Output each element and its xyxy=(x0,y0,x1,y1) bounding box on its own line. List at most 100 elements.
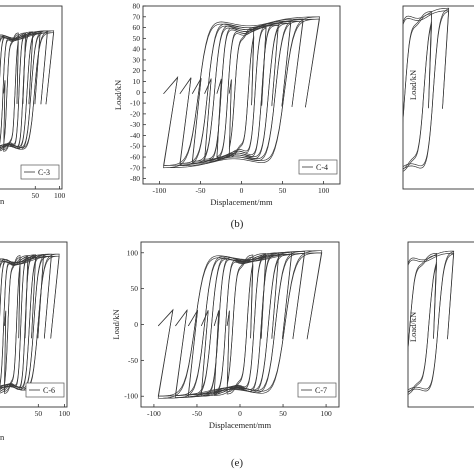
x-tick-label: 50 xyxy=(35,409,43,418)
plot-frame xyxy=(402,5,474,190)
hysteresis-loop xyxy=(226,254,254,395)
x-tick-label: 50 xyxy=(32,191,40,200)
x-tick-label: 100 xyxy=(59,409,71,418)
x-tick-label: 50 xyxy=(279,186,287,195)
x-axis-label: Displacement/mm xyxy=(209,420,272,430)
y-tick-label: 20 xyxy=(133,66,141,75)
legend-label: C-4 xyxy=(316,163,328,172)
x-tick-label: 0 xyxy=(238,409,242,418)
legend-box xyxy=(20,164,60,180)
hysteresis-loop xyxy=(179,20,304,164)
hysteresis-loop xyxy=(0,30,55,150)
plot-frame xyxy=(0,241,68,408)
hysteresis-loop xyxy=(0,254,37,392)
right-bottom-ylabel: Load/kN xyxy=(408,312,418,342)
hysteresis-loop xyxy=(157,250,323,399)
chart-C-3: 50 100 C-3 xyxy=(0,5,65,200)
hysteresis-loop xyxy=(228,29,255,156)
x-tick-label: -100 xyxy=(153,186,167,195)
right-top-ylabel: Load/kN xyxy=(408,70,418,100)
hysteresis-loop xyxy=(163,16,320,169)
loops-C-7 xyxy=(157,250,323,399)
y-axis-label: Load/kN xyxy=(111,309,121,339)
legend-label: C-6 xyxy=(43,386,55,395)
chart-C-6: 50 100 C-6 xyxy=(0,241,71,418)
hysteresis-loop xyxy=(175,251,306,398)
x-tick-label: 50 xyxy=(279,409,287,418)
x-tick-label: 100 xyxy=(318,186,330,195)
left-top-unit-fragment: n xyxy=(0,196,5,206)
y-tick-label: -100 xyxy=(124,392,138,401)
y-tick-label: 50 xyxy=(133,34,141,43)
chart-C-5 xyxy=(402,5,474,190)
hysteresis-loop xyxy=(403,10,450,168)
legend-box xyxy=(297,382,337,398)
plot-frame xyxy=(0,5,63,190)
hysteresis-loop xyxy=(408,250,455,393)
x-tick-label: -100 xyxy=(147,409,161,418)
hysteresis-loop xyxy=(228,27,255,158)
chart-C-7: -100 -50 0 50 100 -100 -50 0 50 100 Displacement/m… xyxy=(111,241,340,430)
loops-C-6 xyxy=(0,253,60,394)
panel-label-b: (b) xyxy=(231,218,244,230)
y-tick-label: 10 xyxy=(133,77,141,86)
hysteresis-loop xyxy=(0,256,44,388)
hysteresis-loop xyxy=(0,253,60,391)
hysteresis-loop xyxy=(4,255,21,394)
y-tick-label: -50 xyxy=(128,356,138,365)
hysteresis-loop xyxy=(3,34,19,150)
hysteresis-loop xyxy=(3,32,19,152)
hysteresis-loop xyxy=(0,33,41,147)
x-tick-label: 0 xyxy=(240,186,244,195)
y-tick-label: -70 xyxy=(130,163,140,172)
y-tick-label: 0 xyxy=(136,88,140,97)
y-tick-label: 0 xyxy=(134,320,138,329)
loops-C-8 xyxy=(408,250,455,395)
x-tick-label: -50 xyxy=(195,186,205,195)
x-tick-label: 100 xyxy=(320,409,332,418)
loops-C-3 xyxy=(0,30,55,152)
panel-label-e: (e) xyxy=(231,457,244,469)
y-tick-label: -60 xyxy=(130,153,140,162)
y-tick-label: 30 xyxy=(133,55,141,64)
x-axis-label: Displacement/mm xyxy=(210,197,273,207)
hysteresis-loop xyxy=(204,25,279,160)
legend-box xyxy=(25,382,65,398)
left-bottom-unit-fragment: n xyxy=(0,432,5,442)
hysteresis-loop xyxy=(0,31,41,149)
y-tick-label: 60 xyxy=(133,23,141,32)
hysteresis-loop xyxy=(226,256,254,393)
hysteresis-loop xyxy=(200,254,280,395)
y-tick-label: 70 xyxy=(133,12,141,21)
hysteresis-loop xyxy=(213,255,267,394)
y-tick-label: 50 xyxy=(131,284,139,293)
y-tick-label: 80 xyxy=(133,2,141,11)
hysteresis-loop xyxy=(179,18,304,166)
legend-box xyxy=(298,159,338,175)
y-tick-label: 40 xyxy=(133,45,141,54)
hysteresis-loop xyxy=(191,22,292,162)
y-tick-label: -50 xyxy=(130,142,140,151)
y-tick-label: -20 xyxy=(130,109,140,118)
hysteresis-loop xyxy=(204,22,279,162)
loops-C-4 xyxy=(163,16,320,169)
hysteresis-loop xyxy=(216,27,267,158)
hysteresis-loop xyxy=(0,32,55,148)
hysteresis-loop xyxy=(4,257,21,392)
x-tick-label: -50 xyxy=(192,409,202,418)
y-tick-label: -80 xyxy=(130,174,140,183)
plot-frame xyxy=(407,241,474,408)
y-axis-label: Load/kN xyxy=(113,80,123,110)
hysteresis-loop xyxy=(0,31,34,151)
hysteresis-loop xyxy=(0,255,60,389)
hysteresis-loop xyxy=(403,7,450,170)
hysteresis-loop xyxy=(0,32,26,152)
hysteresis-loop xyxy=(157,252,323,397)
y-tick-label: 100 xyxy=(127,248,139,257)
y-tick-label: -30 xyxy=(130,120,140,129)
hysteresis-loop xyxy=(200,252,280,397)
loops-C-5 xyxy=(403,7,450,172)
hysteresis-loop xyxy=(163,18,320,166)
hysteresis-loop xyxy=(408,252,455,391)
